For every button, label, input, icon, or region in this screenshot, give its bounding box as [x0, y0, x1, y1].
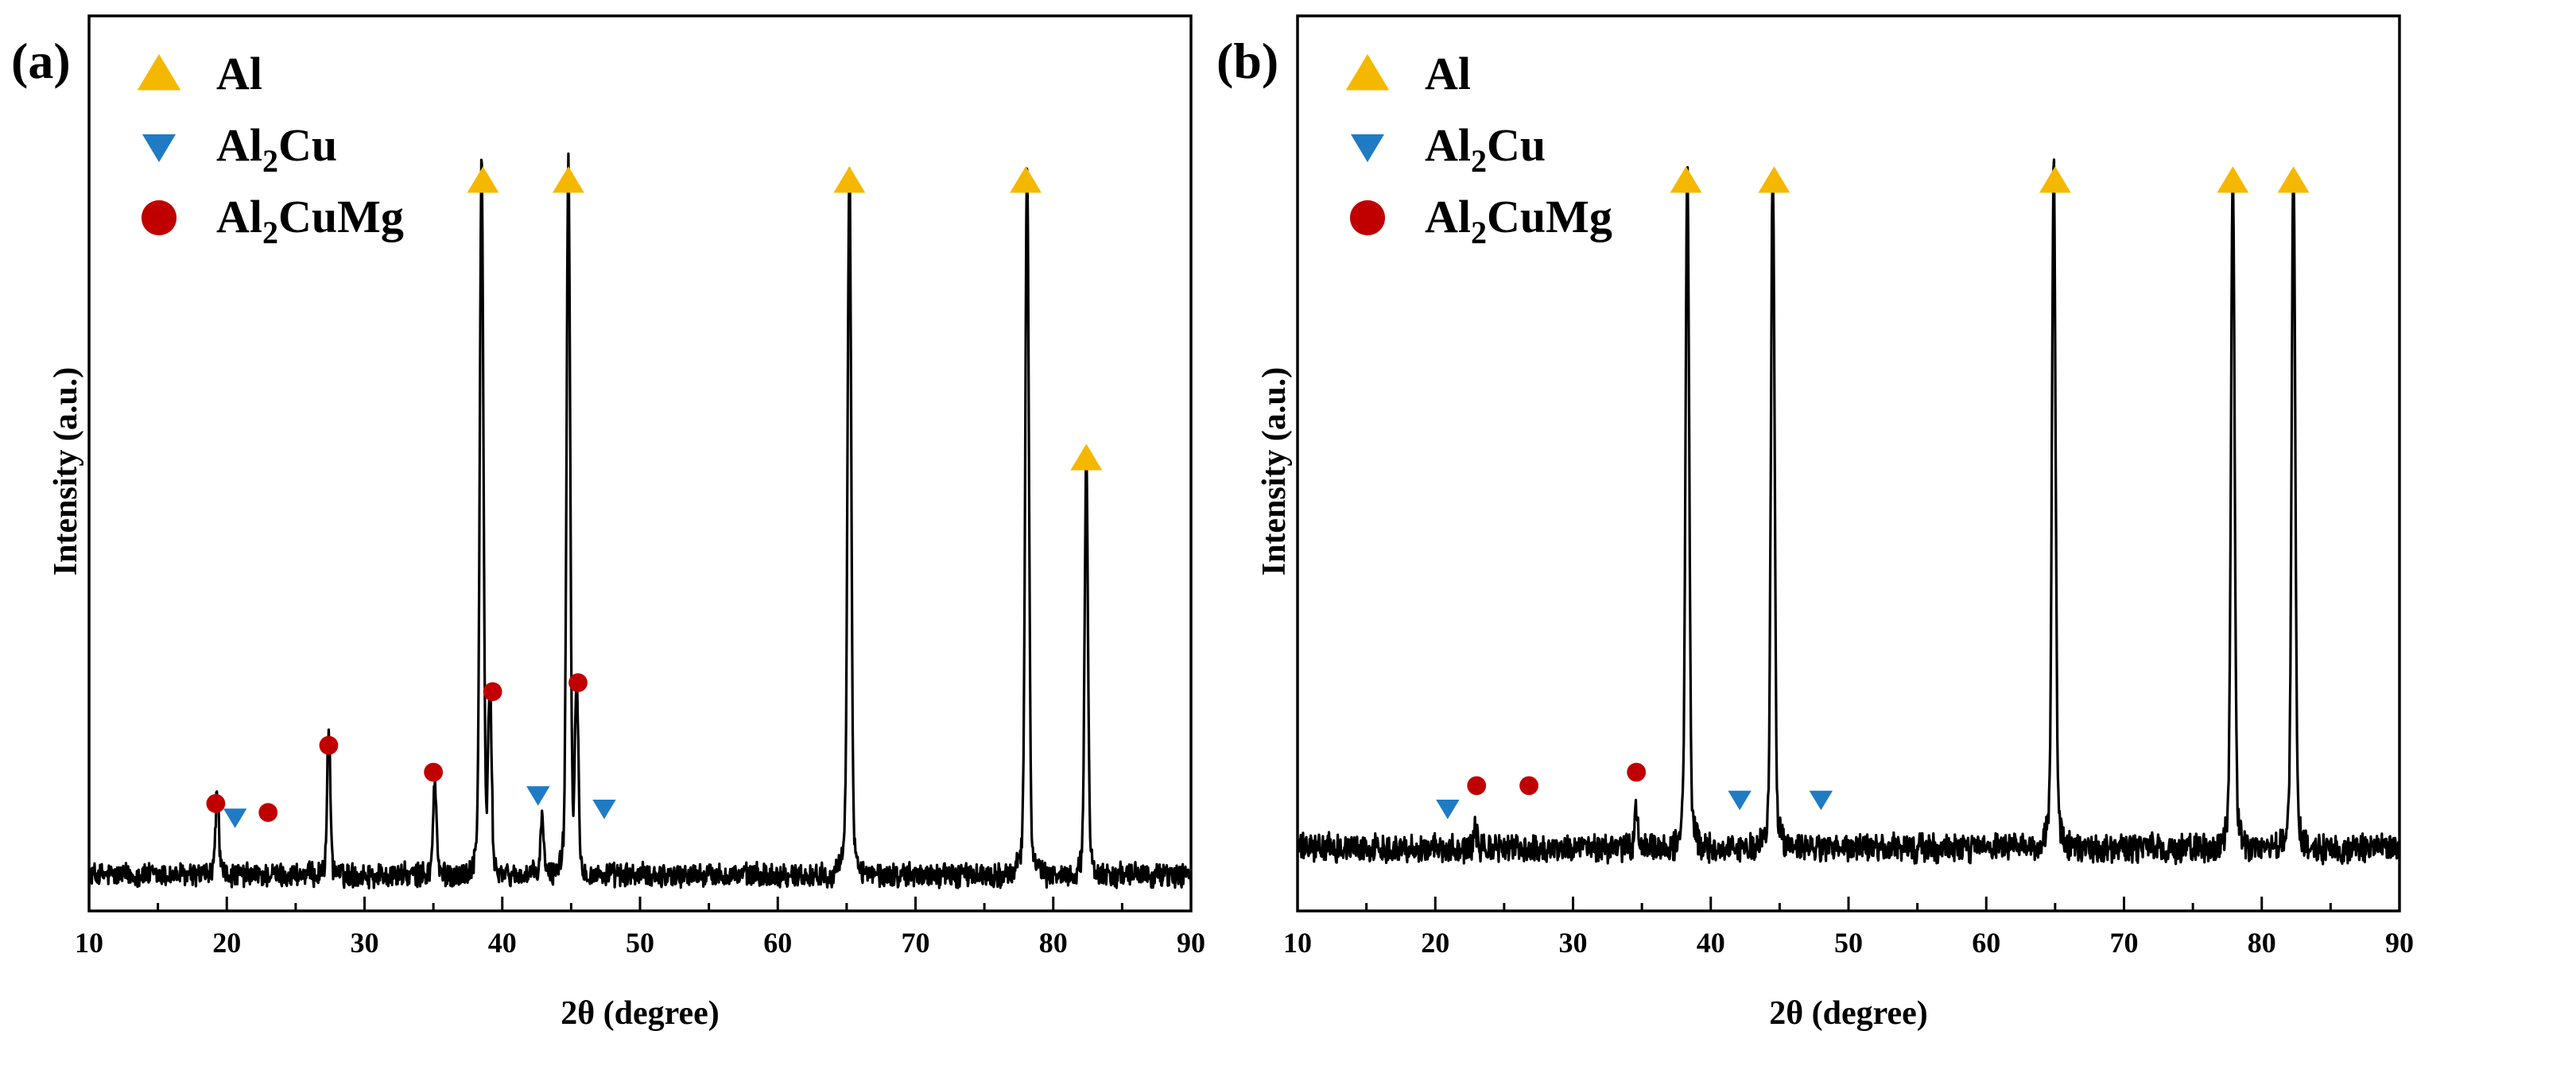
legend-label: Al [216, 48, 262, 99]
peak-marker-al2cu [1809, 790, 1833, 811]
peak-marker-al [1758, 166, 1790, 193]
legend-al-marker [1345, 54, 1390, 91]
legend-label: Al2CuMg [216, 191, 404, 250]
x-tick-label: 40 [488, 927, 517, 959]
peak-marker-al [1670, 166, 1702, 193]
legend-label: Al [1425, 48, 1471, 99]
panel-label: (b) [1216, 33, 1278, 89]
xrd-pattern-line [87, 152, 1193, 889]
legend-al2cu-marker [1351, 134, 1384, 162]
legend-label: Al2Cu [1425, 119, 1546, 179]
legend-item: Al2Cu [1351, 119, 1546, 179]
legend-al2cumg-marker [1349, 200, 1386, 236]
xrd-pattern-line [1296, 158, 2401, 866]
peak-marker-al [467, 166, 499, 193]
peak-marker-al [2039, 166, 2071, 193]
x-tick-label: 10 [75, 927, 103, 959]
peak-marker-al2cu [1728, 790, 1752, 811]
peak-marker-al2cumg [1519, 776, 1538, 796]
peak-marker-al2cu [526, 786, 550, 806]
peak-marker-al [552, 166, 584, 193]
legend-item: Al2CuMg [141, 191, 404, 250]
x-tick-label: 50 [626, 927, 654, 959]
peak-marker-al2cumg [206, 793, 226, 813]
x-tick-label: 70 [902, 927, 930, 959]
peak-marker-al [833, 166, 866, 193]
x-tick-label: 90 [1177, 927, 1205, 959]
peak-marker-al2cumg [319, 735, 339, 755]
legend-al2cu-marker [142, 134, 176, 162]
x-tick-label: 90 [2385, 927, 2414, 959]
y-axis-title: Intensity (a.u.) [48, 367, 84, 576]
peak-marker-al2cumg [568, 672, 588, 692]
x-axis-title: 2θ (degree) [561, 995, 720, 1032]
x-tick-label: 30 [1559, 927, 1588, 959]
x-tick-label: 40 [1697, 927, 1725, 959]
peak-marker-al2cumg [424, 762, 444, 782]
legend-al-marker [137, 54, 181, 91]
x-tick-label: 70 [2110, 927, 2139, 959]
legend-al2cumg-marker [141, 200, 177, 236]
x-tick-label: 30 [351, 927, 379, 959]
chart-panel-a: 10 20 30 40 50 60 70 80 90 2θ (degree) Intensity (… [11, 14, 1205, 1032]
x-tick-label: 50 [1834, 927, 1863, 959]
legend-item: Al [137, 48, 262, 99]
y-axis-title: Intensity (a.u.) [1256, 367, 1293, 576]
peak-marker-al2cumg [1627, 762, 1647, 782]
x-tick-label: 80 [2248, 927, 2276, 959]
peak-marker-al [2217, 166, 2249, 193]
legend-item: Al2Cu [142, 119, 337, 179]
peak-marker-al2cu [1436, 800, 1460, 820]
peak-marker-al2cumg [483, 682, 502, 702]
legend-label: Al2Cu [216, 119, 337, 179]
x-axis-title: 2θ (degree) [1769, 995, 1928, 1032]
x-tick-label: 60 [763, 927, 792, 959]
peak-marker-al [1010, 166, 1042, 193]
peak-marker-al2cu [592, 800, 616, 820]
legend-item: Al [1345, 48, 1471, 99]
legend-item: Al2CuMg [1349, 191, 1612, 250]
x-tick-label: 60 [1972, 927, 2000, 959]
peak-marker-al2cu [223, 808, 247, 828]
x-tick-label: 20 [1421, 927, 1449, 959]
panel-label: (a) [11, 33, 71, 89]
chart-panel-b: 10 20 30 40 50 60 70 80 90 2θ (degree) Intensity (… [1216, 14, 2414, 1032]
peak-marker-al [2277, 166, 2310, 193]
x-tick-label: 10 [1283, 927, 1312, 959]
peak-marker-al [1070, 444, 1103, 471]
peak-marker-al2cumg [258, 803, 278, 823]
legend-label: Al2CuMg [1425, 191, 1612, 250]
x-tick-label: 80 [1039, 927, 1068, 959]
x-tick-label: 20 [212, 927, 241, 959]
peak-marker-al2cumg [1467, 776, 1487, 796]
